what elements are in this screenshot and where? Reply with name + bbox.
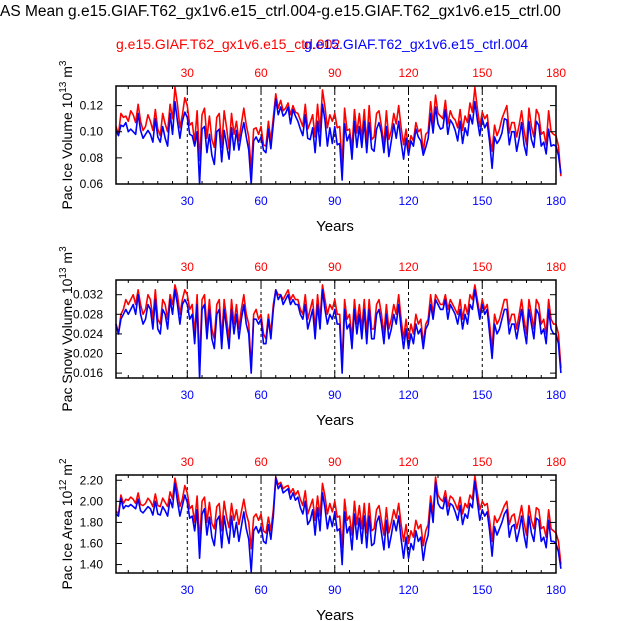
legend-label-ctrl-002: g.e15.GIAF.T62_gx1v6.e15_ctrl.002 (116, 36, 341, 52)
x-axis-label: Years (316, 218, 354, 235)
chart-snow-volume: 30 30 60 60 90 90 120 120 150 150 180 180 0.016 0.020… (58, 246, 566, 429)
figure-title: AS Mean g.e15.GIAF.T62_gx1v6.e15_ctrl.00… (0, 3, 561, 20)
x-axis-label: Years (316, 412, 354, 429)
x-tick-label-top: 60 (254, 66, 268, 80)
x-tick-label-top: 90 (328, 260, 342, 274)
y-tick-label: 2.00 (80, 494, 104, 508)
series-line-ctrl-004 (115, 477, 562, 573)
x-tick-label-bottom: 30 (181, 194, 195, 208)
series-line-ctrl-002 (115, 475, 562, 565)
x-tick-label-top: 150 (472, 260, 492, 274)
y-tick-label: 1.40 (80, 558, 104, 572)
x-tick-label-top: 30 (181, 260, 195, 274)
x-tick-label-bottom: 90 (328, 583, 342, 597)
x-tick-label-bottom: 150 (472, 583, 492, 597)
series-line-ctrl-004 (115, 288, 562, 379)
y-tick-label: 0.06 (80, 177, 104, 191)
y-tick-label: 0.020 (73, 347, 103, 361)
plot-frame (115, 85, 557, 185)
plot-frame (115, 279, 557, 379)
y-tick-label: 2.20 (80, 473, 104, 487)
series-line-ctrl-002 (115, 86, 562, 177)
x-tick-label-bottom: 60 (254, 583, 268, 597)
x-tick-label-top: 150 (472, 455, 492, 469)
series-line-ctrl-002 (115, 284, 562, 370)
x-tick-label-top: 90 (328, 455, 342, 469)
x-tick-label-top: 120 (398, 455, 418, 469)
y-axis-label: Pac Ice Area 1012 m2 (58, 458, 75, 590)
x-tick-label-bottom: 30 (181, 583, 195, 597)
y-axis-label: Pac Snow Volume 1013 m3 (58, 246, 75, 412)
x-tick-label-top: 60 (254, 455, 268, 469)
x-tick-label-bottom: 120 (398, 388, 418, 402)
x-tick-label-bottom: 90 (328, 194, 342, 208)
x-tick-label-top: 150 (472, 66, 492, 80)
x-tick-label-top: 120 (398, 260, 418, 274)
x-tick-label-bottom: 90 (328, 388, 342, 402)
x-tick-label-top: 120 (398, 66, 418, 80)
x-tick-label-bottom: 150 (472, 388, 492, 402)
y-tick-label: 1.80 (80, 515, 104, 529)
chart-ice-volume: 30 30 60 60 90 90 120 120 150 150 180 180 0.06 0.08 0.… (58, 60, 566, 235)
x-tick-label-bottom: 60 (254, 194, 268, 208)
x-tick-label-top: 180 (546, 260, 566, 274)
y-tick-label: 0.12 (80, 99, 104, 113)
x-tick-label-bottom: 120 (398, 583, 418, 597)
x-tick-label-top: 30 (181, 455, 195, 469)
x-tick-label-bottom: 180 (546, 194, 566, 208)
x-tick-label-top: 30 (181, 66, 195, 80)
x-tick-label-top: 180 (546, 66, 566, 80)
x-tick-label-top: 60 (254, 260, 268, 274)
y-tick-label: 0.032 (73, 288, 103, 302)
x-tick-label-bottom: 30 (181, 388, 195, 402)
x-axis-label: Years (316, 607, 354, 621)
plot-frame (115, 474, 557, 574)
x-tick-label-bottom: 120 (398, 194, 418, 208)
y-tick-label: 0.08 (80, 151, 104, 165)
x-tick-label-top: 90 (328, 66, 342, 80)
y-axis-label: Pac Ice Volume 1013 m3 (58, 60, 75, 209)
x-tick-label-bottom: 60 (254, 388, 268, 402)
legend-label-ctrl-004: g.e15.GIAF.T62_gx1v6.e15_ctrl.004 (304, 36, 529, 52)
y-tick-label: 0.016 (73, 366, 103, 380)
y-tick-label: 0.10 (80, 125, 104, 139)
x-tick-label-bottom: 180 (546, 388, 566, 402)
series-line-ctrl-004 (115, 98, 562, 185)
y-tick-label: 1.60 (80, 536, 104, 550)
x-tick-label-top: 180 (546, 455, 566, 469)
y-tick-label: 0.028 (73, 307, 103, 321)
y-tick-label: 0.024 (73, 327, 103, 341)
x-tick-label-bottom: 180 (546, 583, 566, 597)
x-tick-label-bottom: 150 (472, 194, 492, 208)
chart-ice-area: 30 30 60 60 90 90 120 120 150 150 180 180 1.40 1.60 1.… (58, 455, 566, 621)
